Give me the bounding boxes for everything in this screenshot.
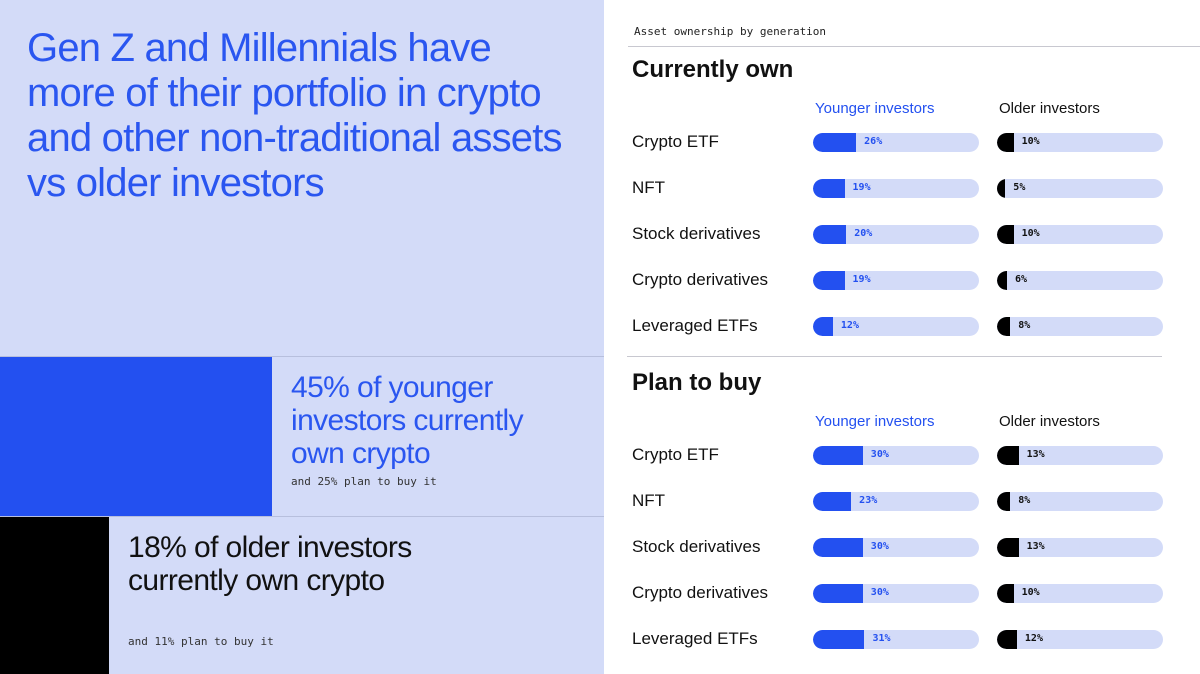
bar-track: 8% (997, 492, 1163, 511)
older-stat-block (0, 517, 109, 674)
younger-stat-text: 45% of younger investors currently own c… (291, 371, 524, 470)
bar-younger (813, 133, 857, 152)
younger-stat-block (0, 357, 272, 516)
bar-value-label: 10% (1021, 136, 1040, 147)
bar-track: 8% (997, 317, 1163, 336)
bar-value-label: 6% (1014, 274, 1027, 285)
divider (628, 46, 1200, 47)
left-panel: Gen Z and Millennials have more of their… (0, 0, 604, 674)
bar-younger (813, 271, 845, 290)
category-label: Stock derivatives (632, 224, 761, 243)
bar-track: 20% (813, 225, 979, 244)
bar-younger (813, 584, 863, 603)
bar-older (997, 271, 1007, 290)
section-title: Currently own (632, 56, 794, 83)
bar-track: 10% (997, 225, 1163, 244)
bar-older (997, 317, 1011, 336)
legend-older: Older investors (999, 100, 1100, 117)
bar-value-label: 23% (859, 495, 878, 506)
bar-value-label: 30% (870, 541, 889, 552)
category-label: Crypto derivatives (632, 270, 769, 289)
bar-value-label: 12% (1024, 633, 1043, 644)
category-label: Crypto ETF (632, 132, 719, 151)
bar-track: 19% (813, 179, 979, 198)
category-label: NFT (632, 491, 666, 510)
legend-younger: Younger investors (815, 413, 935, 430)
bar-track: 10% (997, 133, 1163, 152)
headline: Gen Z and Millennials have more of their… (27, 26, 563, 205)
category-label: NFT (632, 178, 666, 197)
younger-stat-note: and 25% plan to buy it (291, 475, 437, 488)
category-label: Leveraged ETFs (632, 316, 758, 335)
bar-track: 5% (997, 179, 1163, 198)
bar-older (997, 630, 1017, 649)
bar-younger (813, 317, 833, 336)
bar-value-label: 30% (870, 587, 889, 598)
bar-value-label: 10% (1021, 587, 1040, 598)
bar-value-label: 26% (864, 136, 883, 147)
bar-track: 19% (813, 271, 979, 290)
bar-younger (813, 492, 852, 511)
bar-track: 31% (813, 630, 979, 649)
bar-value-label: 13% (1026, 541, 1045, 552)
legend-younger: Younger investors (815, 100, 935, 117)
bar-value-label: 8% (1018, 495, 1031, 506)
bar-older (997, 492, 1011, 511)
bar-younger (813, 446, 863, 465)
category-label: Stock derivatives (632, 537, 761, 556)
divider (627, 356, 1162, 357)
bar-older (997, 584, 1014, 603)
bar-younger (813, 630, 865, 649)
bar-track: 10% (997, 584, 1163, 603)
bar-track: 6% (997, 271, 1163, 290)
bar-value-label: 19% (852, 182, 871, 193)
bar-value-label: 30% (870, 449, 889, 460)
bar-track: 12% (813, 317, 979, 336)
bar-value-label: 31% (872, 633, 891, 644)
bar-track: 13% (997, 446, 1163, 465)
bar-track: 30% (813, 584, 979, 603)
older-stat: 18% of older investors currently own cry… (0, 516, 604, 674)
chart-panel: Asset ownership by generation Currently … (604, 0, 1200, 674)
bar-value-label: 19% (852, 274, 871, 285)
bar-value-label: 8% (1018, 320, 1031, 331)
bar-older (997, 538, 1019, 557)
bar-value-label: 5% (1013, 182, 1026, 193)
younger-stat: 45% of younger investors currently own c… (0, 356, 604, 516)
bar-younger (813, 538, 863, 557)
bar-value-label: 20% (854, 228, 873, 239)
category-label: Leveraged ETFs (632, 629, 758, 648)
category-label: Crypto ETF (632, 445, 719, 464)
bar-older (997, 225, 1014, 244)
bar-value-label: 10% (1021, 228, 1040, 239)
category-label: Crypto derivatives (632, 583, 769, 602)
bar-track: 12% (997, 630, 1163, 649)
chart-title: Asset ownership by generation (634, 25, 827, 38)
bar-older (997, 133, 1014, 152)
bar-value-label: 12% (840, 320, 859, 331)
bar-older (997, 446, 1019, 465)
bar-track: 26% (813, 133, 979, 152)
older-stat-note: and 11% plan to buy it (128, 635, 274, 648)
bar-track: 23% (813, 492, 979, 511)
bar-track: 13% (997, 538, 1163, 557)
bar-older (997, 179, 1006, 198)
bar-younger (813, 179, 845, 198)
section-title: Plan to buy (632, 369, 762, 396)
bar-younger (813, 225, 847, 244)
older-stat-text: 18% of older investors currently own cry… (128, 531, 412, 597)
bar-track: 30% (813, 446, 979, 465)
legend-older: Older investors (999, 413, 1100, 430)
bar-track: 30% (813, 538, 979, 557)
bar-value-label: 13% (1026, 449, 1045, 460)
